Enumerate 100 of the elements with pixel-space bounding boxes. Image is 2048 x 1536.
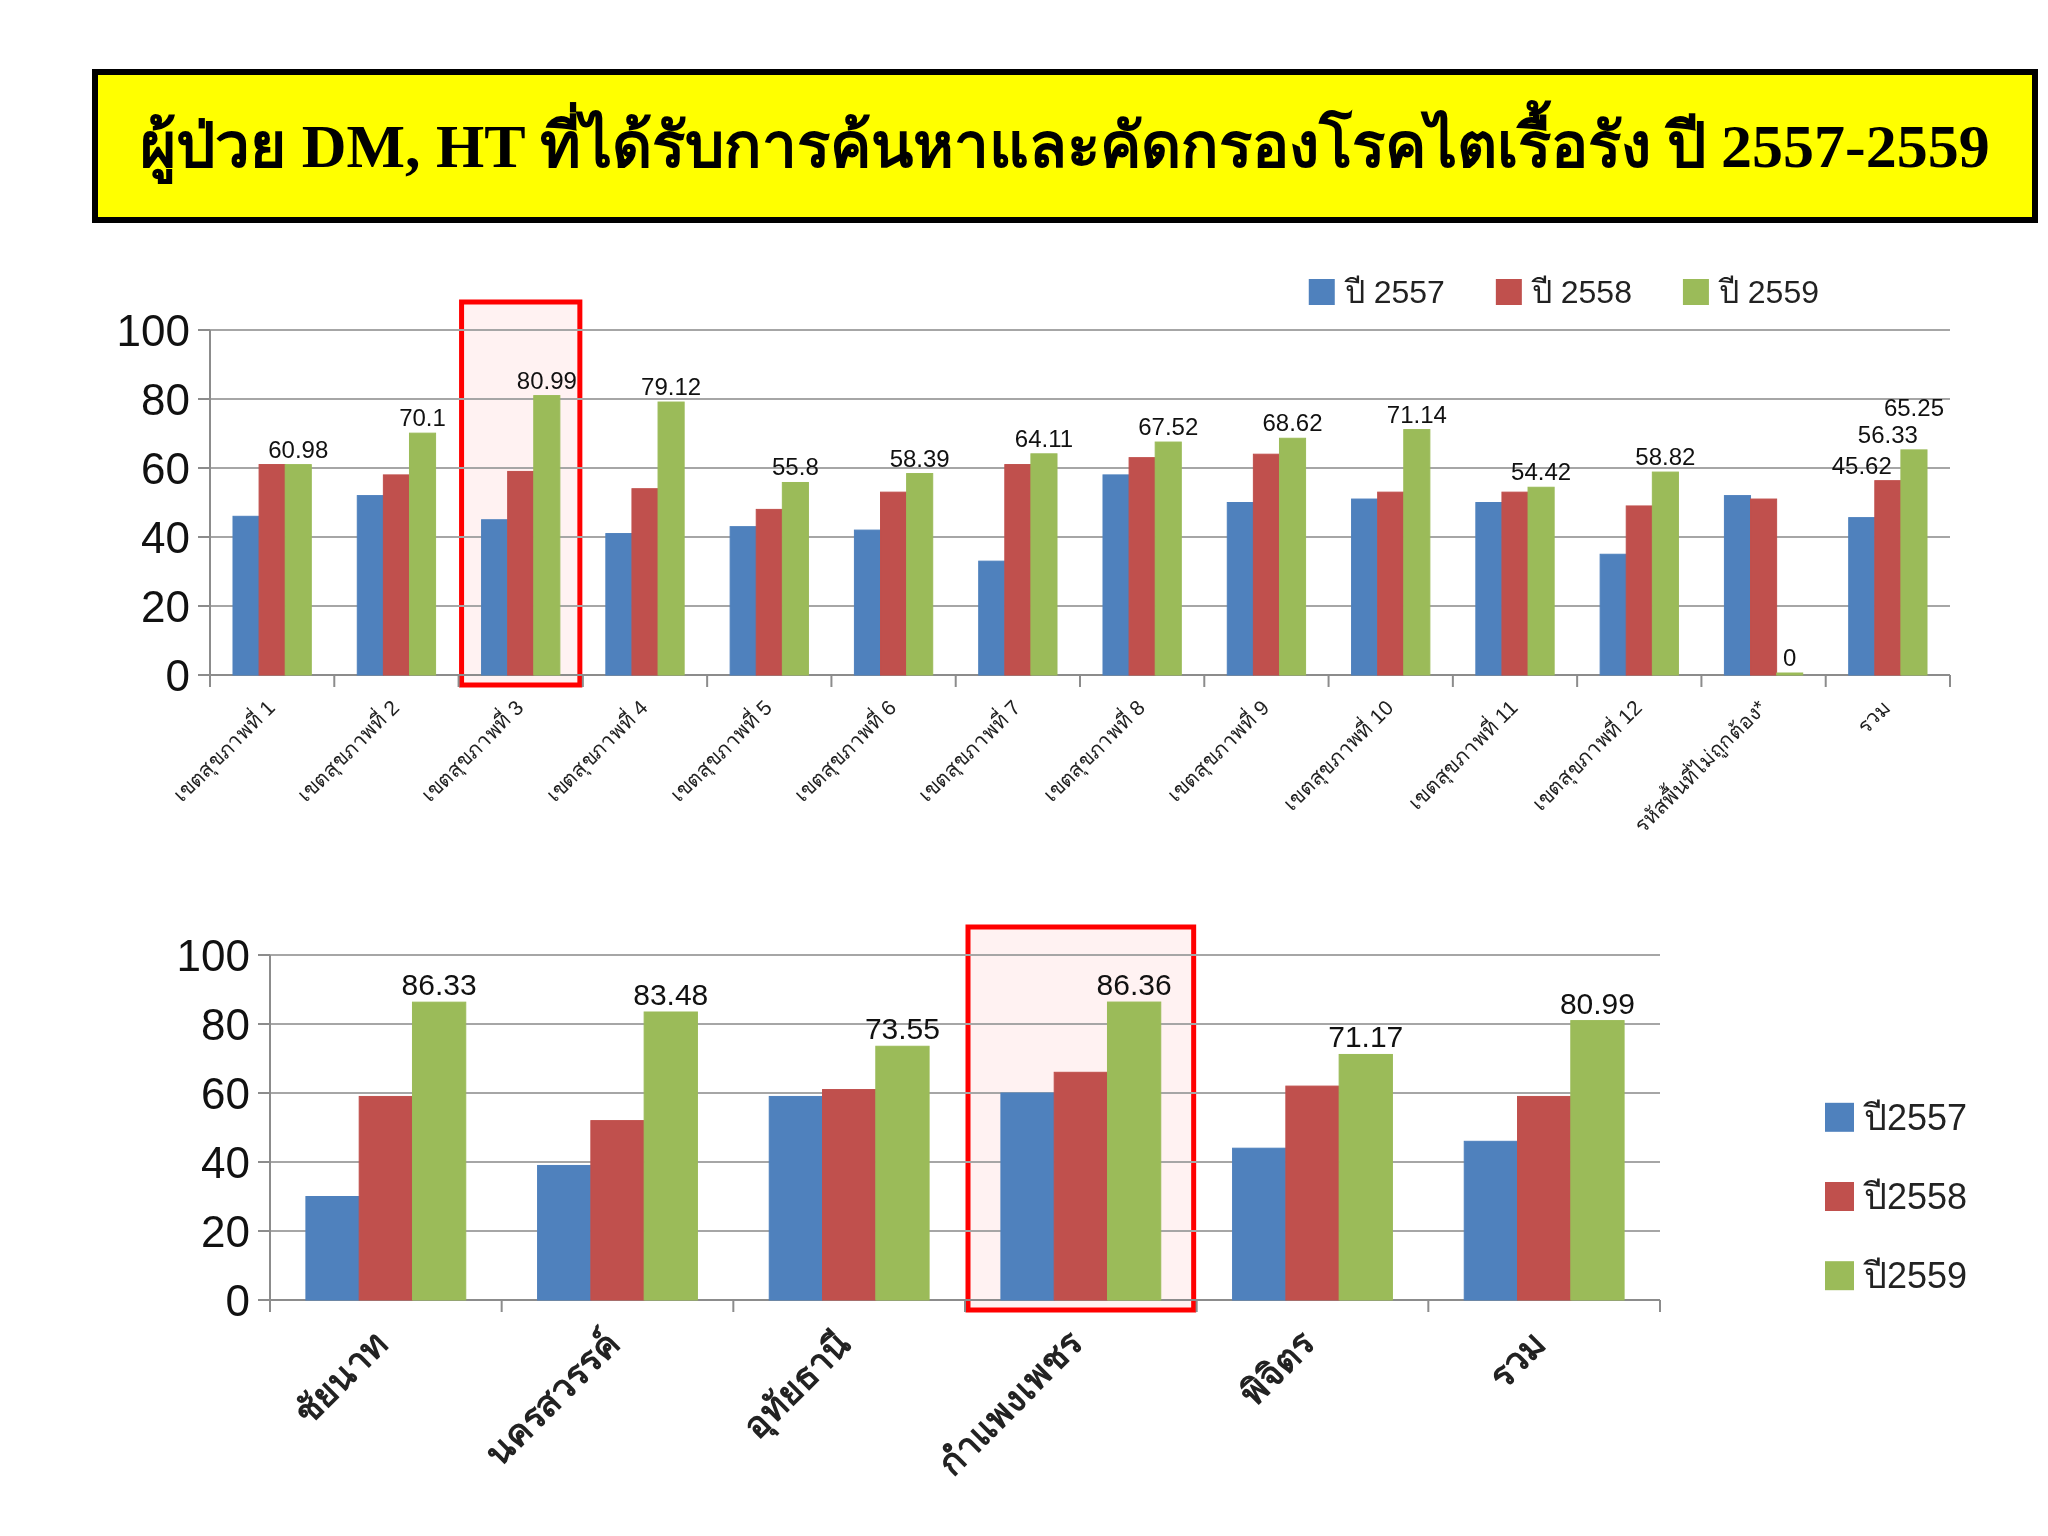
bar xyxy=(631,488,659,676)
data-label: 58.39 xyxy=(889,444,950,472)
data-label: 70.1 xyxy=(399,404,446,432)
bar xyxy=(1232,1147,1287,1301)
bar xyxy=(605,533,633,676)
legend-label: ปี 2559 xyxy=(1717,274,1819,310)
legend-label: ปี2559 xyxy=(1863,1255,1968,1297)
bar xyxy=(1570,1020,1625,1301)
data-label: 86.36 xyxy=(1096,968,1172,1002)
data-label: 83.48 xyxy=(633,977,709,1011)
legend-label: ปี2557 xyxy=(1863,1096,1968,1138)
bar xyxy=(1102,474,1130,676)
bar xyxy=(1252,453,1280,676)
bar xyxy=(1750,498,1778,676)
bar xyxy=(1285,1085,1340,1301)
bar xyxy=(358,1095,413,1301)
y-tick-label: 20 xyxy=(141,581,190,631)
bar xyxy=(507,470,535,676)
y-tick-label: 0 xyxy=(225,1275,250,1325)
bar xyxy=(408,432,437,676)
bar xyxy=(1377,491,1405,676)
title-box: ผู้ป่วย DM, HT ที่ได้รับการค้นหาและคัดกรองโรคไตเรื้อรัง ปี 2557-2559 xyxy=(92,69,2038,223)
bar xyxy=(1004,464,1032,676)
y-tick-label: 20 xyxy=(201,1206,250,1256)
bar xyxy=(1053,1071,1108,1301)
bar xyxy=(537,1164,592,1301)
bar xyxy=(1900,449,1928,676)
legend-label: ปี2558 xyxy=(1863,1176,1968,1217)
data-label: 67.52 xyxy=(1138,413,1199,441)
y-tick-label: 80 xyxy=(141,374,190,424)
data-label: 56.33 xyxy=(1857,420,1918,448)
bar xyxy=(1517,1095,1572,1301)
y-tick-label: 40 xyxy=(201,1137,250,1187)
bar xyxy=(411,1001,467,1301)
legend-label: ปี 2558 xyxy=(1530,274,1632,310)
bar xyxy=(1338,1053,1393,1301)
bar xyxy=(781,481,809,676)
bar xyxy=(1351,498,1379,676)
data-label: 45.62 xyxy=(1831,451,1892,479)
bar xyxy=(305,1196,360,1301)
bar xyxy=(284,464,312,676)
data-label: 73.55 xyxy=(864,1012,940,1046)
bar xyxy=(1723,495,1752,676)
bar xyxy=(1625,505,1653,676)
data-label: 71.17 xyxy=(1328,1020,1404,1054)
bar xyxy=(1278,437,1307,676)
data-label: 71.14 xyxy=(1386,400,1447,428)
bar xyxy=(232,515,260,676)
bar xyxy=(481,519,509,676)
bar xyxy=(643,1011,698,1301)
x-tick-label: รวม xyxy=(1852,695,1895,738)
y-tick-label: 40 xyxy=(141,512,190,562)
bar xyxy=(1030,453,1058,676)
bar xyxy=(1527,486,1555,676)
y-tick-label: 60 xyxy=(141,443,190,493)
data-label: 55.8 xyxy=(772,453,819,481)
data-label: 65.25 xyxy=(1883,393,1944,421)
data-label: 0 xyxy=(1782,644,1797,671)
data-label: 60.98 xyxy=(268,435,329,463)
data-label: 80.99 xyxy=(1559,986,1635,1020)
bar xyxy=(768,1095,824,1301)
bar xyxy=(1000,1092,1055,1301)
data-label: 64.11 xyxy=(1014,424,1074,452)
bar xyxy=(1599,553,1627,676)
y-tick-label: 60 xyxy=(201,1068,250,1118)
bar xyxy=(755,508,783,676)
y-tick-label: 100 xyxy=(176,930,250,980)
y-tick-label: 0 xyxy=(165,650,190,700)
bar xyxy=(1106,1001,1162,1301)
bar xyxy=(906,473,934,676)
bar xyxy=(1463,1140,1519,1301)
data-label: 79.12 xyxy=(641,373,702,401)
bar xyxy=(590,1120,645,1301)
data-label: 80.99 xyxy=(516,366,577,394)
data-label: 86.33 xyxy=(401,968,477,1002)
bar xyxy=(258,464,286,676)
bar xyxy=(1848,517,1876,676)
bar xyxy=(1128,457,1156,676)
bar xyxy=(356,495,384,676)
y-tick-label: 80 xyxy=(201,999,250,1049)
x-tick-label: รวม xyxy=(1480,1322,1554,1397)
bar xyxy=(533,395,561,676)
bar xyxy=(978,560,1006,676)
bar xyxy=(729,526,757,676)
bar xyxy=(875,1045,930,1301)
bar xyxy=(657,401,685,676)
bar xyxy=(880,491,908,676)
bar xyxy=(853,529,882,676)
bar xyxy=(1154,441,1182,676)
bar xyxy=(1475,502,1503,676)
bar xyxy=(1776,672,1804,676)
data-label: 54.42 xyxy=(1511,458,1572,486)
chart-title: ผู้ป่วย DM, HT ที่ได้รับการค้นหาและคัดกรองโรคไตเรื้อรัง ปี 2557-2559 xyxy=(140,100,1990,184)
bar xyxy=(1874,480,1902,676)
bar xyxy=(822,1089,877,1301)
bar xyxy=(1651,471,1679,676)
data-label: 68.62 xyxy=(1262,409,1323,437)
legend-label: ปี 2557 xyxy=(1343,274,1445,310)
data-label: 58.82 xyxy=(1635,443,1696,471)
bar xyxy=(1226,502,1254,676)
